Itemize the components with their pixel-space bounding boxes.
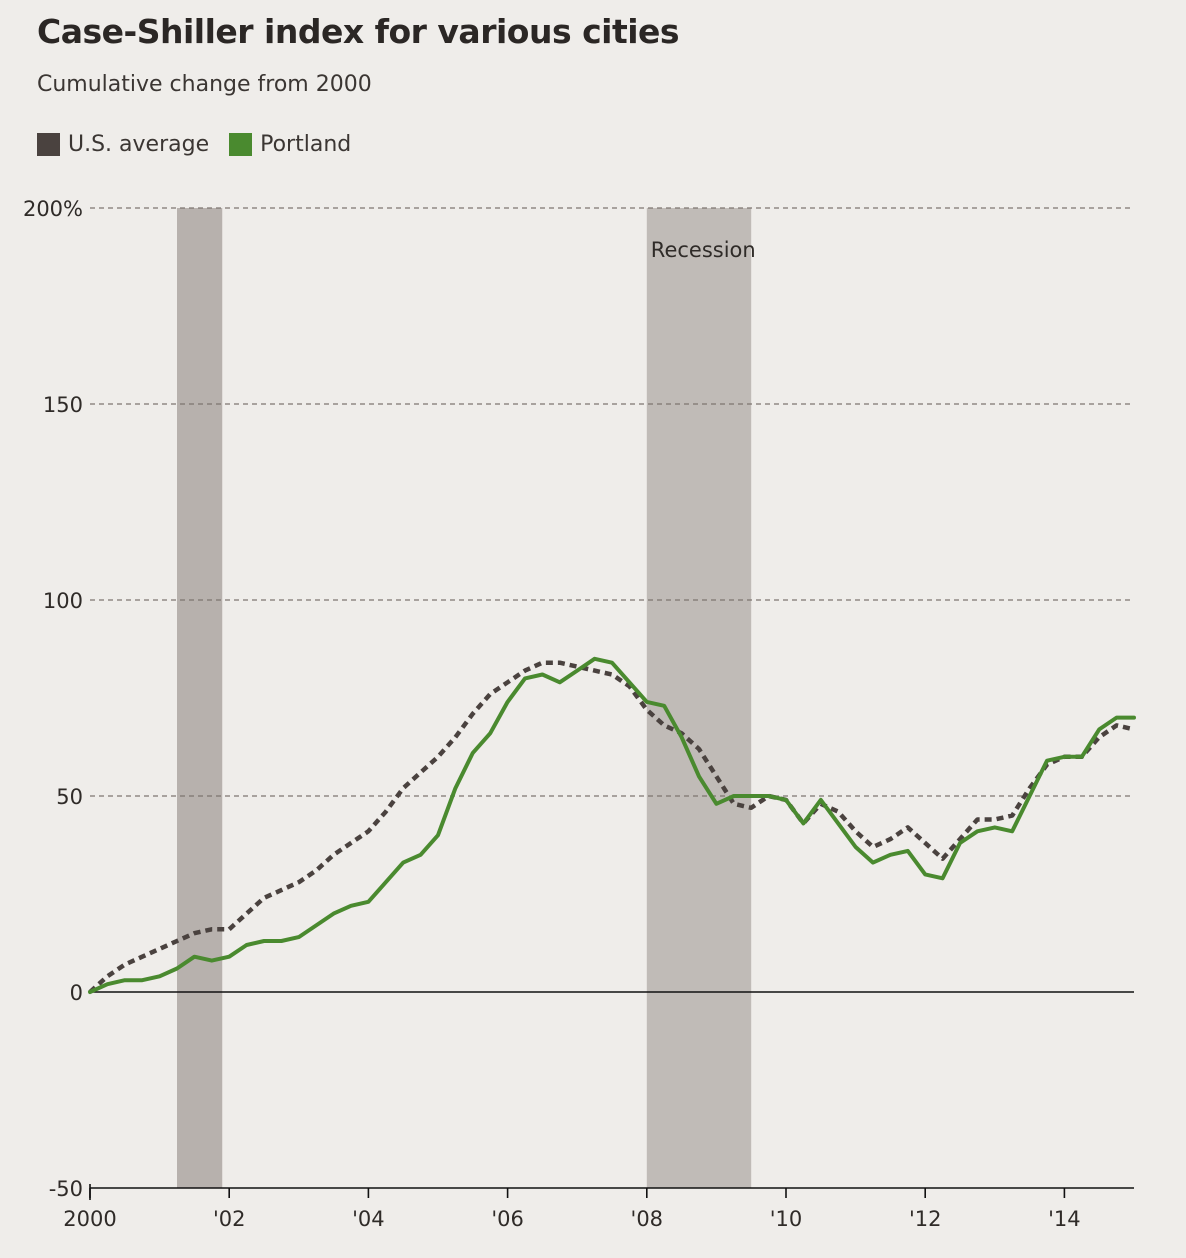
legend-label-us-average: U.S. average	[68, 132, 210, 157]
y-tick-label: 50	[56, 785, 83, 809]
recession-label: Recession	[651, 238, 756, 262]
x-tick-label: '08	[631, 1207, 664, 1231]
x-tick-label: '14	[1048, 1207, 1081, 1231]
chart-subtitle: Cumulative change from 2000	[37, 72, 372, 97]
recession-band	[646, 208, 752, 1188]
series-line-u-s-average	[88, 660, 1135, 994]
y-tick-label: -50	[49, 1177, 83, 1201]
y-tick-label: 100	[43, 589, 83, 613]
legend: U.S. average Portland	[37, 132, 371, 157]
series-line-portland	[88, 656, 1136, 994]
chart-title: Case-Shiller index for various cities	[37, 12, 680, 51]
x-tick-label: '04	[352, 1207, 385, 1231]
x-tick-label: 2000	[63, 1207, 116, 1231]
x-tick-label: '02	[213, 1207, 246, 1231]
y-tick-label: 0	[70, 981, 83, 1005]
y-tick-label: 150	[43, 393, 83, 417]
x-tick-label: '10	[770, 1207, 803, 1231]
legend-label-portland: Portland	[260, 132, 352, 157]
legend-item-us-average: U.S. average	[37, 132, 209, 157]
x-tick-label: '12	[909, 1207, 942, 1231]
x-tick-label: '06	[491, 1207, 524, 1231]
recession-band	[177, 208, 223, 1188]
y-tick-label: 200%	[23, 197, 83, 221]
legend-item-portland: Portland	[229, 132, 351, 157]
legend-swatch-portland	[229, 133, 253, 156]
legend-swatch-us-average	[37, 133, 60, 156]
